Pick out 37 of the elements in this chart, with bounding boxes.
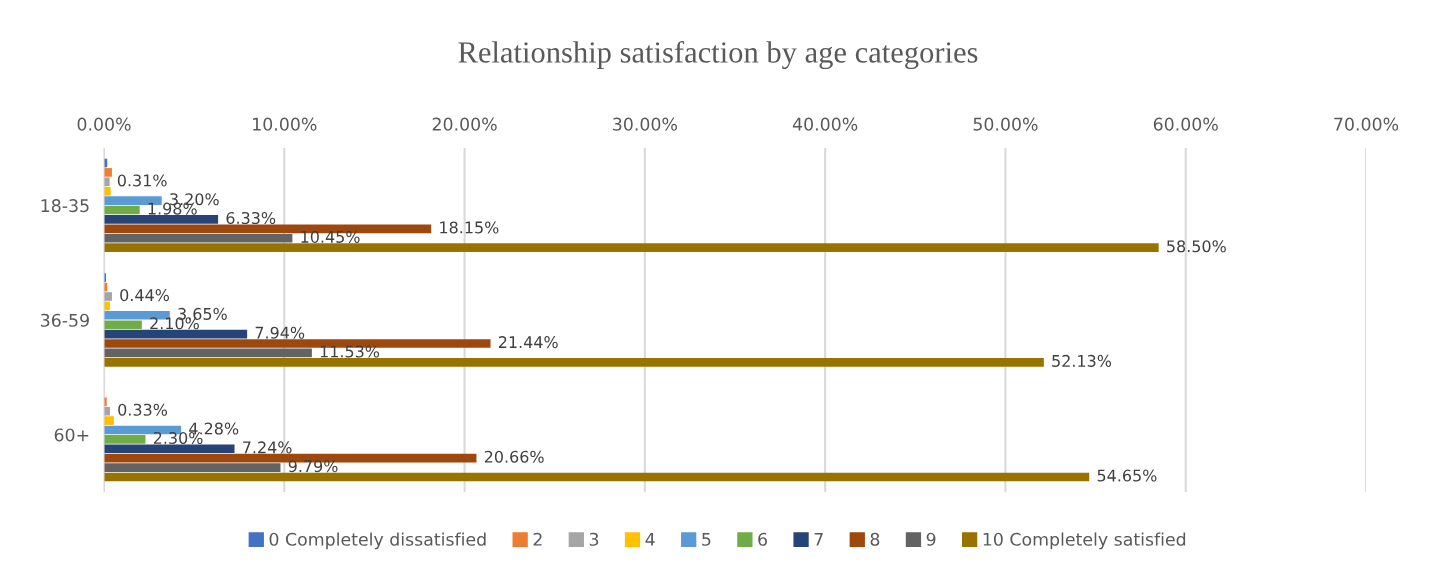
- y-tick-label: 36-59: [40, 313, 89, 327]
- chart-title: Relationship satisfaction by age categories: [458, 40, 978, 70]
- legend-label: 4: [645, 532, 655, 546]
- legend-label: 3: [589, 532, 599, 546]
- legend-label: 10 Completely satisfied: [983, 532, 1186, 550]
- x-tick-label: 20.00%: [432, 117, 497, 131]
- x-tick-label: 10.00%: [253, 117, 317, 131]
- x-tick-label: 0.00%: [77, 117, 131, 131]
- legend-label: 9: [926, 532, 936, 546]
- y-tick-label: 18-35: [41, 199, 89, 213]
- data-label: 6.33%: [226, 211, 276, 225]
- data-label: 20.66%: [484, 450, 544, 463]
- x-tick-label: 50.00%: [973, 117, 1038, 131]
- legend-label: 8: [870, 532, 880, 546]
- legend-label: 7: [814, 532, 823, 546]
- data-label: 7.94%: [255, 326, 305, 339]
- legend-label: 5: [702, 532, 711, 546]
- data-label: 52.13%: [1052, 354, 1112, 367]
- data-label: 9.79%: [288, 460, 338, 473]
- data-label: 21.44%: [498, 336, 558, 349]
- x-tick-label: 40.00%: [792, 117, 858, 131]
- data-label: 0.33%: [118, 403, 168, 416]
- legend-label: 2: [533, 532, 542, 546]
- data-label: 7.24%: [243, 441, 292, 454]
- data-label: 0.44%: [120, 289, 169, 302]
- x-tick-label: 60.00%: [1153, 117, 1218, 131]
- data-label: 11.53%: [320, 345, 380, 358]
- x-tick-label: 70.00%: [1334, 117, 1399, 131]
- data-label: 10.45%: [301, 230, 360, 243]
- legend-label: 0 Completely dissatisfied: [269, 532, 486, 550]
- data-label: 54.65%: [1097, 469, 1157, 482]
- data-label: 0.31%: [117, 174, 167, 187]
- data-label: 58.50%: [1167, 240, 1226, 253]
- x-tick-label: 30.00%: [613, 117, 677, 131]
- y-tick-label: 60+: [54, 428, 89, 442]
- legend-label: 6: [758, 532, 767, 546]
- data-label: 18.15%: [440, 221, 499, 234]
